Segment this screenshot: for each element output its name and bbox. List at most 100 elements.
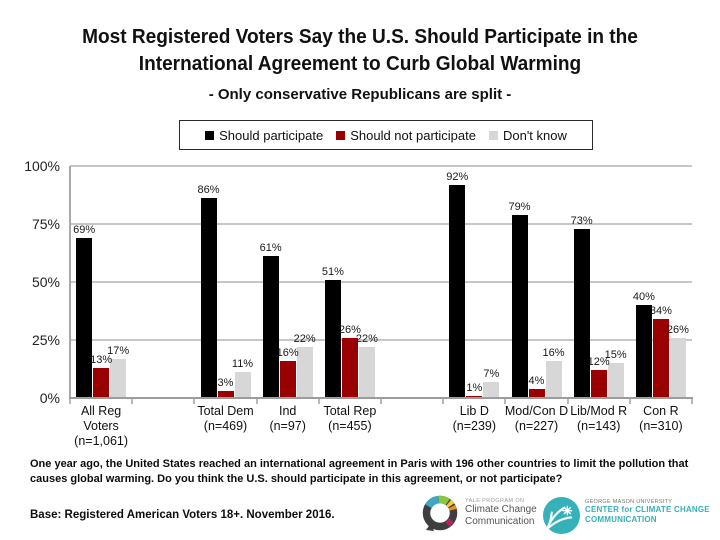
bar-value-label: 15% bbox=[604, 349, 627, 362]
legend-item-dont-know: Don't know bbox=[488, 127, 567, 143]
category-sample-size: (n=97) bbox=[269, 419, 306, 433]
bar-dont-know bbox=[669, 337, 686, 398]
x-axis-category-label: Ind (n=97) bbox=[251, 404, 325, 434]
bar-dont-know bbox=[358, 346, 375, 398]
category-name: Ind bbox=[278, 404, 297, 418]
bar-should-not-participate bbox=[652, 319, 669, 398]
y-axis-tick-label: 50% bbox=[31, 274, 60, 290]
x-axis-tick bbox=[131, 399, 134, 404]
y-axis-tick-label: 100% bbox=[24, 158, 60, 174]
x-axis-tick bbox=[504, 399, 507, 404]
legend-swatch-should-not-participate bbox=[336, 130, 346, 140]
gridline-50 bbox=[70, 281, 692, 283]
bar-dont-know bbox=[483, 381, 500, 398]
x-axis-category-label: Total Rep (n=455) bbox=[313, 404, 387, 434]
bar-value-label: 22% bbox=[293, 332, 316, 345]
category-name: Lib D bbox=[459, 404, 489, 418]
x-axis-tick bbox=[566, 399, 569, 404]
legend-item-should-participate: Should participate bbox=[205, 128, 323, 143]
yale-logo-text: YALE PROGRAM ON Climate Change Communica… bbox=[465, 494, 537, 527]
bar-should-participate bbox=[76, 237, 93, 398]
plot-area: 69% 13% 17% 86% 3% 11% 61% 16% 22% 51% 26% 22% 92% 1%… bbox=[69, 165, 693, 404]
category-sample-size: (n=239) bbox=[452, 419, 497, 433]
bar-should-participate bbox=[200, 198, 217, 398]
legend-swatch-should-participate bbox=[205, 130, 215, 140]
bar-value-label: 12% bbox=[587, 356, 610, 369]
category-name: Total Rep bbox=[323, 404, 377, 418]
bar-value-label: 16% bbox=[542, 346, 565, 359]
gridline-75 bbox=[70, 223, 692, 225]
bar-value-label: 69% bbox=[73, 223, 96, 236]
bar-value-label: 61% bbox=[259, 242, 282, 255]
bar-should-participate bbox=[511, 214, 528, 398]
bar-dont-know bbox=[110, 358, 127, 398]
gmu-communication-line: COMMUNICATION bbox=[585, 514, 657, 524]
bar-value-label: 26% bbox=[666, 323, 689, 336]
page-subtitle: - Only conservative Republicans are spli… bbox=[208, 86, 512, 103]
x-axis-category-label: All Reg Voters (n=1,061) bbox=[64, 404, 138, 449]
bar-should-participate bbox=[449, 184, 466, 398]
category-sample-size: (n=143) bbox=[576, 419, 621, 433]
yale-logo-icon bbox=[420, 494, 460, 540]
base-note: Base: Registered American Voters 18+. No… bbox=[30, 509, 335, 521]
category-name: All Reg Voters bbox=[80, 404, 122, 433]
bar-should-not-participate bbox=[279, 360, 296, 398]
bar-should-participate bbox=[324, 279, 341, 398]
bar-value-label: 11% bbox=[231, 358, 254, 371]
legend: Should participate Should not participate… bbox=[179, 120, 593, 150]
bar-value-label: 26% bbox=[338, 323, 361, 336]
x-axis-category-label: Total Dem (n=469) bbox=[189, 404, 263, 434]
x-axis-category-label: Con R (n=310) bbox=[624, 404, 698, 434]
bar-should-not-participate bbox=[590, 370, 607, 398]
x-axis-category-label: Lib D (n=239) bbox=[437, 404, 511, 434]
gmu-center-line: CENTER for CLIMATE CHANGE bbox=[585, 505, 710, 514]
bar-value-label: 34% bbox=[649, 305, 672, 318]
yale-logo: YALE PROGRAM ON Climate Change Communica… bbox=[420, 494, 537, 540]
yale-communication-line: Communication bbox=[465, 515, 535, 527]
x-axis-tick bbox=[442, 399, 445, 404]
bar-value-label: 92% bbox=[446, 170, 469, 183]
category-sample-size: (n=310) bbox=[639, 419, 683, 433]
bar-should-not-participate bbox=[528, 388, 545, 398]
x-axis-tick bbox=[691, 399, 693, 404]
category-sample-size: (n=455) bbox=[328, 419, 372, 433]
bar-value-label: 40% bbox=[632, 291, 655, 304]
bar-should-participate bbox=[262, 256, 279, 398]
bar-should-participate bbox=[573, 228, 590, 398]
bar-value-label: 73% bbox=[570, 214, 593, 227]
legend-label-should-not-participate: Should not participate bbox=[350, 127, 476, 143]
legend-swatch-dont-know bbox=[488, 130, 498, 140]
bar-value-label: 1% bbox=[466, 381, 483, 394]
bar-value-label: 4% bbox=[528, 374, 545, 387]
x-axis-category-label: Mod/Con D (n=227) bbox=[500, 404, 574, 434]
y-axis-tick-label: 0% bbox=[39, 390, 60, 406]
bar-value-label: 51% bbox=[321, 265, 344, 278]
gridline-25 bbox=[70, 339, 692, 341]
category-sample-size: (n=227) bbox=[514, 419, 559, 433]
legend-label-dont-know: Don't know bbox=[502, 127, 567, 143]
gmu-university-line: GEORGE MASON UNIVERSITY bbox=[585, 499, 673, 505]
bar-value-label: 3% bbox=[217, 377, 234, 390]
y-axis-tick-label: 75% bbox=[31, 216, 60, 232]
x-axis-tick bbox=[193, 399, 196, 404]
bar-value-label: 79% bbox=[508, 200, 531, 213]
gmu-logo-text: GEORGE MASON UNIVERSITY CENTER for CLIMA… bbox=[585, 497, 710, 524]
gridline-100 bbox=[70, 165, 692, 167]
bar-dont-know bbox=[545, 360, 562, 398]
category-name: Lib/Mod R bbox=[570, 404, 628, 418]
bar-should-not-participate bbox=[341, 337, 358, 398]
bar-value-label: 7% bbox=[483, 367, 500, 380]
gmu-logo: GEORGE MASON UNIVERSITY CENTER for CLIMA… bbox=[543, 497, 710, 539]
y-axis-tick-label: 25% bbox=[31, 332, 60, 348]
yale-program-line: YALE PROGRAM ON bbox=[465, 498, 525, 504]
bar-should-not-participate bbox=[217, 391, 234, 398]
bar-dont-know bbox=[296, 346, 313, 398]
bar-should-not-participate bbox=[93, 367, 110, 398]
bar-should-participate bbox=[635, 305, 652, 398]
x-axis-line bbox=[69, 397, 693, 399]
category-sample-size: (n=1,061) bbox=[74, 434, 129, 448]
yale-climate-change-line: Climate Change bbox=[465, 504, 537, 515]
bar-value-label: 17% bbox=[107, 344, 130, 357]
